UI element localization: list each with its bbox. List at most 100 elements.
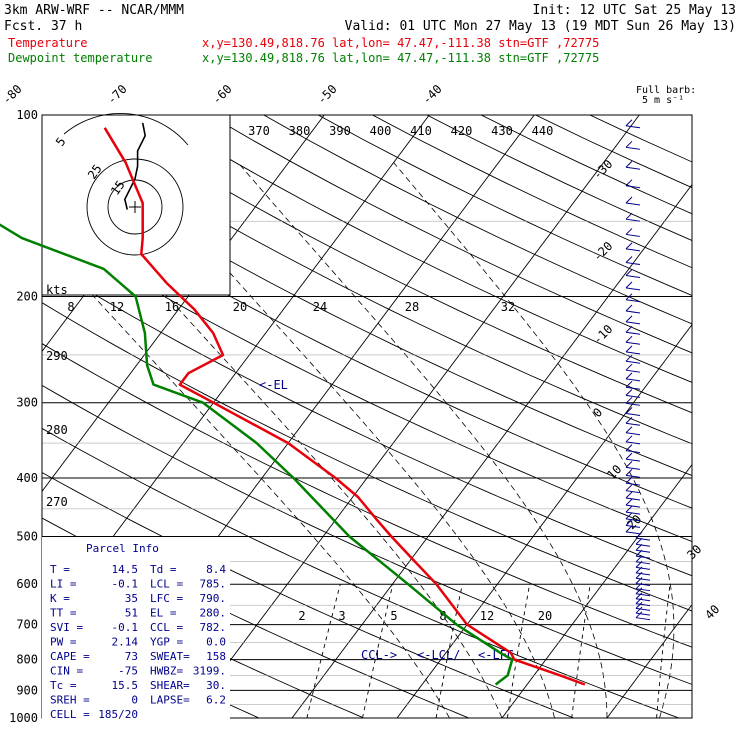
wind-barb [625, 341, 641, 345]
isotherm-top-label: -80 [0, 82, 25, 107]
isotherm-top-label: -70 [104, 82, 129, 107]
wind-barb [625, 511, 641, 515]
wind-barb [625, 310, 641, 314]
wind-barb-note-line1: Full barb: [636, 85, 696, 96]
wind-barb [625, 422, 641, 426]
temperature-location: x,y=130.49,818.76 lat,lon= 47.47,-111.38… [202, 36, 599, 50]
parcel-info-key: CAPE = [50, 650, 90, 663]
wind-barb [635, 561, 651, 565]
mixing-ratio-label: 3 [338, 609, 345, 623]
wind-barb-flag [635, 602, 643, 609]
parcel-info-value: 782. [200, 621, 227, 634]
lfc-marker: <-LFC [478, 648, 514, 662]
wind-barb-flag [625, 380, 633, 388]
parcel-info-key: SVI = [50, 621, 83, 634]
mixing-ratio-label: 12 [480, 609, 494, 623]
pressure-tick-label: 300 [16, 396, 38, 410]
wind-barb-flag [635, 549, 643, 557]
parcel-info-box: Parcel Info T = 14.5 Td = 8.4 LI = -0.1 LCL = 7… [42, 537, 230, 727]
wind-barb-flag [625, 212, 633, 220]
theta-e-tick-label: 440 [532, 124, 554, 138]
wind-barb [625, 394, 641, 398]
pressure-tick-label: 1000 [9, 711, 38, 725]
model-title: 3km ARW-WRF -- NCAR/MMM [4, 3, 184, 18]
parcel-info-value: 6.2 [206, 694, 226, 707]
parcel-info-key: Tc = [50, 679, 77, 692]
theta-e-tick-label: 400 [370, 124, 392, 138]
wind-barb-flag [625, 335, 633, 343]
pressure-tick-label: 400 [16, 471, 38, 485]
parcel-info-value: 2.14 [112, 636, 139, 649]
parcel-info-value: 790. [200, 592, 227, 605]
wind-barb [625, 218, 641, 222]
wind-barb [635, 583, 651, 587]
wind-barb [625, 275, 641, 279]
parcel-info-key: K = [50, 592, 70, 605]
wind-barb-flag [625, 304, 633, 312]
wind-barb-flag [625, 416, 633, 424]
hodograph-ring-label: 25 [85, 162, 105, 182]
wind-barb [625, 262, 641, 266]
wind-barb-flag [625, 256, 633, 263]
wind-barb [625, 518, 641, 522]
theta-e-tick-label: 390 [329, 124, 351, 138]
moist-adiabat-line [712, 163, 740, 718]
wind-barb-flag [625, 407, 633, 414]
wind-barb-flag [625, 435, 633, 443]
plot-frame [41, 114, 693, 719]
wind-barb [635, 598, 651, 602]
wind-barb [635, 593, 651, 597]
parcel-info-key: LCL = [150, 578, 183, 591]
wind-barb-flag [625, 469, 633, 476]
isotherm-top-label: -40 [419, 82, 444, 107]
parcel-info-value: 8.4 [206, 563, 226, 576]
wind-barb [625, 482, 641, 486]
wind-barb [625, 351, 641, 355]
pressure-tick-label: 600 [16, 577, 38, 591]
dewpoint-profile-line [0, 223, 514, 686]
wind-barb-flag [625, 461, 633, 468]
parcel-info-key: CIN = [50, 665, 83, 678]
isotherm-side-label: -10 [590, 322, 615, 347]
dry-adiabat-label: 270 [46, 495, 68, 509]
wind-barb-flag [625, 484, 633, 492]
wind-barb-flag [625, 512, 633, 520]
dewpoint-location: x,y=130.49,818.76 lat,lon= 47.47,-111.38… [202, 51, 599, 65]
wind-barb-flag [625, 519, 633, 526]
wind-barb [625, 299, 641, 303]
wind-barb-flag [635, 597, 643, 604]
wind-barb-flag [625, 426, 633, 434]
wind-barb [635, 543, 651, 547]
pressure-tick-label: 500 [16, 529, 38, 543]
wind-barb [625, 504, 641, 508]
wind-barb [635, 603, 651, 607]
parcel-info-key: PW = [50, 636, 77, 649]
wind-barb [625, 474, 641, 478]
wind-barb-flag [635, 555, 643, 563]
isotherm-line [606, 603, 692, 718]
parcel-info-value: 73 [125, 650, 138, 663]
wind-barb [625, 524, 641, 528]
parcel-info-key: TT = [50, 607, 77, 620]
wind-barb-flag [625, 160, 633, 168]
mixing-ratio-line [306, 584, 341, 718]
wind-barb-flag [635, 543, 643, 551]
isotherm-side-label: 20 [624, 512, 644, 532]
wind-barb [635, 617, 651, 621]
wind-barb [625, 233, 641, 237]
parcel-info-value: 0.0 [206, 636, 226, 649]
parcel-info-title: Parcel Info [86, 542, 159, 555]
moist-adiabat-line [47, 162, 503, 718]
wind-barb [625, 450, 641, 454]
speed-tick-label: 12 [110, 300, 124, 314]
hodograph-trace [123, 122, 147, 210]
hodograph-ring-label: 15 [108, 178, 128, 198]
parcel-info-value: 0 [131, 694, 138, 707]
ccl-marker: CCL-> [361, 648, 397, 662]
wind-barb-flag [635, 606, 643, 614]
dry-adiabat-line [481, 115, 692, 215]
wind-barb [625, 185, 641, 189]
temperature-legend-label: Temperature [8, 36, 87, 50]
init-time: Init: 12 UTC Sat 25 May 13 [533, 3, 737, 18]
moist-adiabat-line [42, 238, 450, 718]
